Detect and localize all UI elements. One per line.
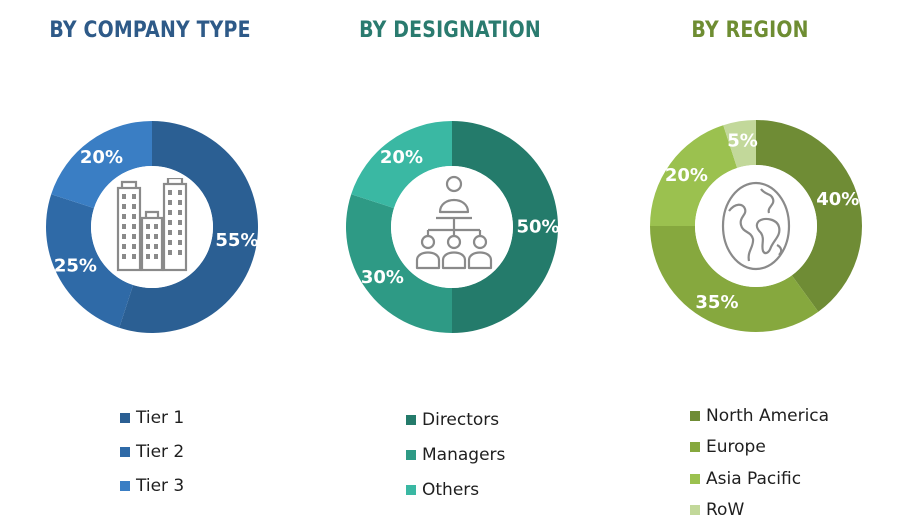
legend-label: RoW — [706, 500, 744, 520]
legend-swatch — [690, 505, 700, 515]
globe-icon — [721, 181, 791, 271]
meeting-people-icon — [414, 174, 494, 272]
legend-label: North America — [706, 406, 829, 426]
legend-item-asia-pacific: Asia Pacific — [690, 463, 829, 495]
legend-swatch — [120, 447, 130, 457]
legend-item-tier-2: Tier 2 — [120, 435, 184, 469]
legend-item-directors: Directors — [406, 402, 505, 437]
slice-label-tier-1: 55% — [215, 230, 258, 251]
legend-swatch — [406, 485, 416, 495]
buildings-icon — [112, 178, 192, 274]
slice-label-asia-pacific: 20% — [665, 165, 708, 186]
slice-label-managers: 30% — [361, 267, 404, 288]
slice-label-tier-2: 25% — [54, 256, 97, 277]
legend-item-north-america: North America — [690, 400, 829, 432]
legend-item-others: Others — [406, 472, 505, 507]
legend-swatch — [120, 481, 130, 491]
slice-label-north-america: 40% — [816, 189, 859, 210]
legend-swatch — [690, 411, 700, 421]
legend-item-europe: Europe — [690, 432, 829, 464]
slice-label-directors: 50% — [516, 217, 559, 238]
legend-item-row: RoW — [690, 495, 829, 526]
legend-label: Tier 3 — [136, 476, 184, 496]
region-legend: North America Europe Asia Pacific RoW — [690, 400, 829, 526]
legend-swatch — [690, 442, 700, 452]
slice-label-tier-3: 20% — [80, 147, 123, 168]
legend-label: Tier 1 — [136, 408, 184, 428]
legend-swatch — [690, 474, 700, 484]
legend-label: Europe — [706, 437, 766, 457]
slice-label-europe: 35% — [695, 292, 738, 313]
legend-label: Directors — [422, 410, 499, 430]
legend-item-managers: Managers — [406, 437, 505, 472]
legend-swatch — [120, 413, 130, 423]
legend-label: Managers — [422, 445, 505, 465]
legend-label: Tier 2 — [136, 442, 184, 462]
legend-item-tier-1: Tier 1 — [120, 401, 184, 435]
company-type-panel: BY COMPANY TYPE 55%25%20% — [0, 0, 300, 521]
company-type-legend: Tier 1 Tier 2 Tier 3 — [120, 401, 184, 503]
legend-swatch — [406, 450, 416, 460]
legend-swatch — [406, 415, 416, 425]
designation-legend: Directors Managers Others — [406, 402, 505, 507]
slice-label-row: 5% — [727, 131, 758, 152]
slice-label-others: 20% — [380, 147, 423, 168]
legend-label: Others — [422, 480, 479, 500]
legend-label: Asia Pacific — [706, 469, 801, 489]
legend-item-tier-3: Tier 3 — [120, 469, 184, 503]
